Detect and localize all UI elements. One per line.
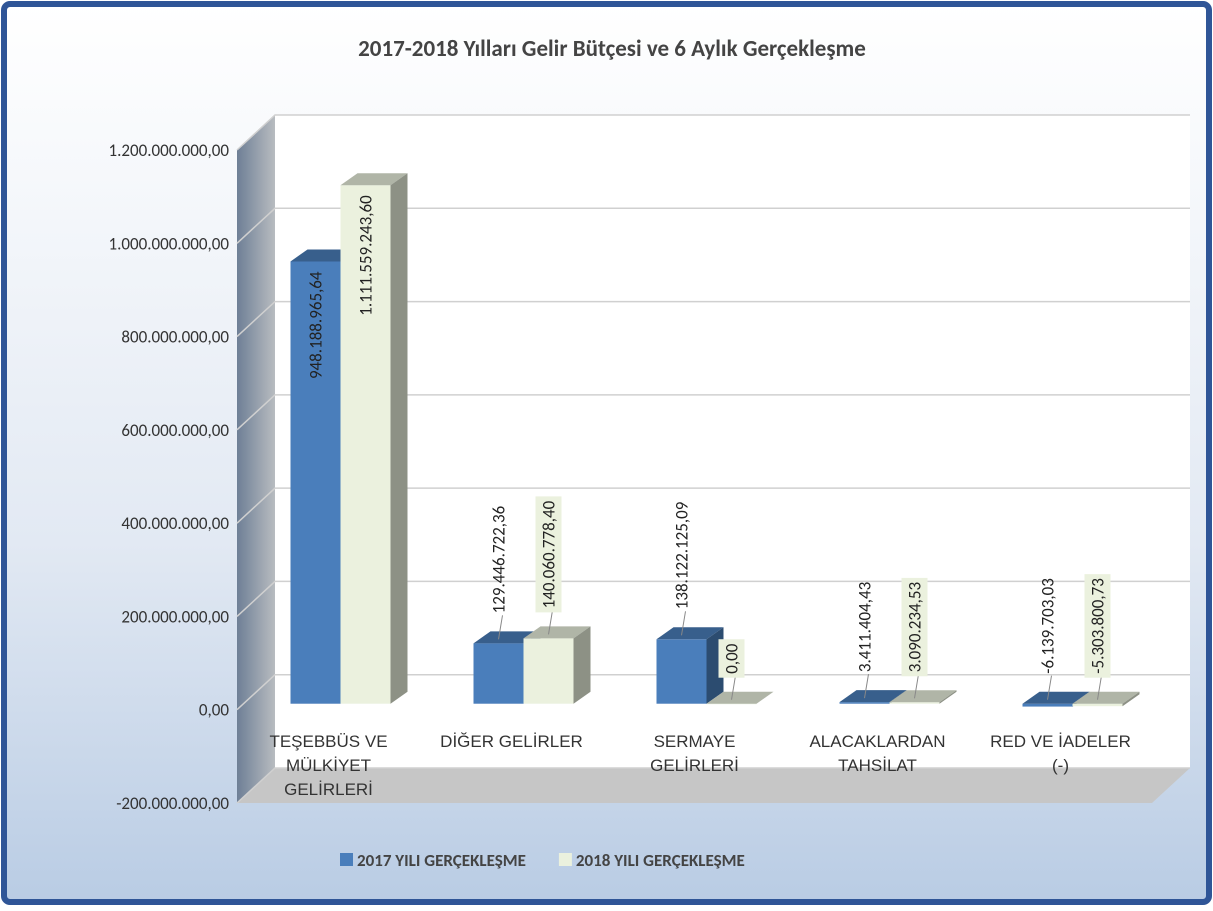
bar-top — [656, 627, 724, 640]
bar — [706, 691, 774, 705]
bar-top — [523, 626, 591, 639]
bar-side — [390, 173, 408, 704]
bar-front — [523, 638, 574, 704]
y-tick-label: 0,00 — [199, 700, 229, 721]
legend-swatch — [340, 853, 353, 866]
bar-front — [839, 702, 890, 704]
data-label-box — [535, 496, 562, 613]
grid-line — [236, 487, 1190, 524]
bar-side — [573, 626, 591, 704]
x-tick-label: SERMAYE GELİRLERİ — [650, 732, 739, 775]
y-tick-label: 800.000.000,00 — [121, 327, 229, 348]
x-tick-label: TEŞEBBÜS VE MÜLKİYET GELİRLERİ — [269, 732, 388, 799]
bar-top — [839, 690, 907, 703]
legend-label: 2018 YILI GERÇEKLEŞME — [576, 850, 745, 871]
bar-side — [939, 690, 957, 704]
data-label: 3.411.404,43 — [855, 582, 876, 672]
bar — [340, 173, 408, 704]
back-wall — [275, 115, 1190, 768]
data-label: 948.188.965,64 — [306, 271, 327, 379]
leader-line — [731, 675, 736, 700]
leader-line — [864, 674, 869, 699]
legend-label: 2017 YILI GERÇEKLEŞME — [357, 850, 526, 871]
leader-line — [1097, 675, 1102, 700]
data-label: 140.060.778,40 — [539, 500, 560, 608]
chart-title: 2017-2018 Yılları Gelir Bütçesi ve 6 Ayl… — [358, 35, 866, 63]
bar-side — [1122, 691, 1140, 707]
grid-line — [236, 207, 1190, 244]
data-label: 1.111.559.243,60 — [356, 195, 377, 316]
side-wall — [237, 115, 275, 803]
y-tick-label: 200.000.000,00 — [121, 606, 229, 627]
x-tick-label: ALACAKLARDAN TAHSİLAT — [809, 732, 946, 775]
bar-front — [889, 702, 940, 704]
bar-front — [706, 703, 757, 705]
grid-line — [236, 580, 1190, 617]
y-tick-label: -200.000.000,00 — [116, 793, 229, 814]
bar — [889, 690, 957, 704]
y-tick-label: 400.000.000,00 — [121, 513, 229, 534]
bar-front — [656, 639, 707, 704]
bar-top — [1072, 691, 1140, 704]
y-tick-label: 600.000.000,00 — [121, 420, 229, 441]
bar — [1072, 691, 1140, 707]
data-label: 3.090.234,53 — [905, 582, 926, 672]
floor — [237, 768, 1190, 803]
bar — [523, 626, 591, 704]
data-label-box — [352, 191, 379, 321]
bar-top — [1022, 691, 1090, 704]
y-tick-label: 1.000.000.000,00 — [108, 233, 229, 254]
bar-top — [706, 691, 774, 704]
data-label: -6.139.703,03 — [1038, 578, 1059, 674]
legend-swatch — [558, 853, 572, 866]
grid-line — [236, 114, 1190, 151]
data-label-box — [718, 639, 745, 678]
leader-line — [914, 674, 919, 699]
bar-top — [889, 690, 957, 703]
bar-top — [340, 173, 408, 186]
data-label-box — [901, 577, 928, 677]
x-tick-label: DİĞER GELİRLER — [440, 732, 583, 751]
x-tick-label: RED VE İADELER (-) — [990, 732, 1131, 775]
y-tick-label: 1.200.000.000,00 — [108, 140, 229, 161]
data-label: 0,00 — [722, 643, 743, 673]
bar-front — [473, 643, 524, 704]
grid-line — [236, 767, 1190, 804]
data-label: -5.303.800,73 — [1088, 578, 1109, 674]
grid-line — [236, 394, 1190, 431]
leader-line — [681, 611, 686, 636]
bar-front — [290, 261, 341, 704]
data-label: 138.122.125,09 — [672, 501, 693, 609]
bar-front — [1022, 703, 1073, 707]
data-label: 129.446.722,36 — [489, 505, 510, 613]
grid-line — [236, 673, 1190, 711]
leader-line — [1047, 675, 1052, 700]
bar — [656, 627, 724, 704]
data-label-box — [1084, 574, 1111, 678]
grid-line — [236, 300, 1190, 338]
leader-line — [548, 610, 553, 635]
bar-front — [1072, 703, 1123, 707]
leader-line — [498, 615, 503, 640]
